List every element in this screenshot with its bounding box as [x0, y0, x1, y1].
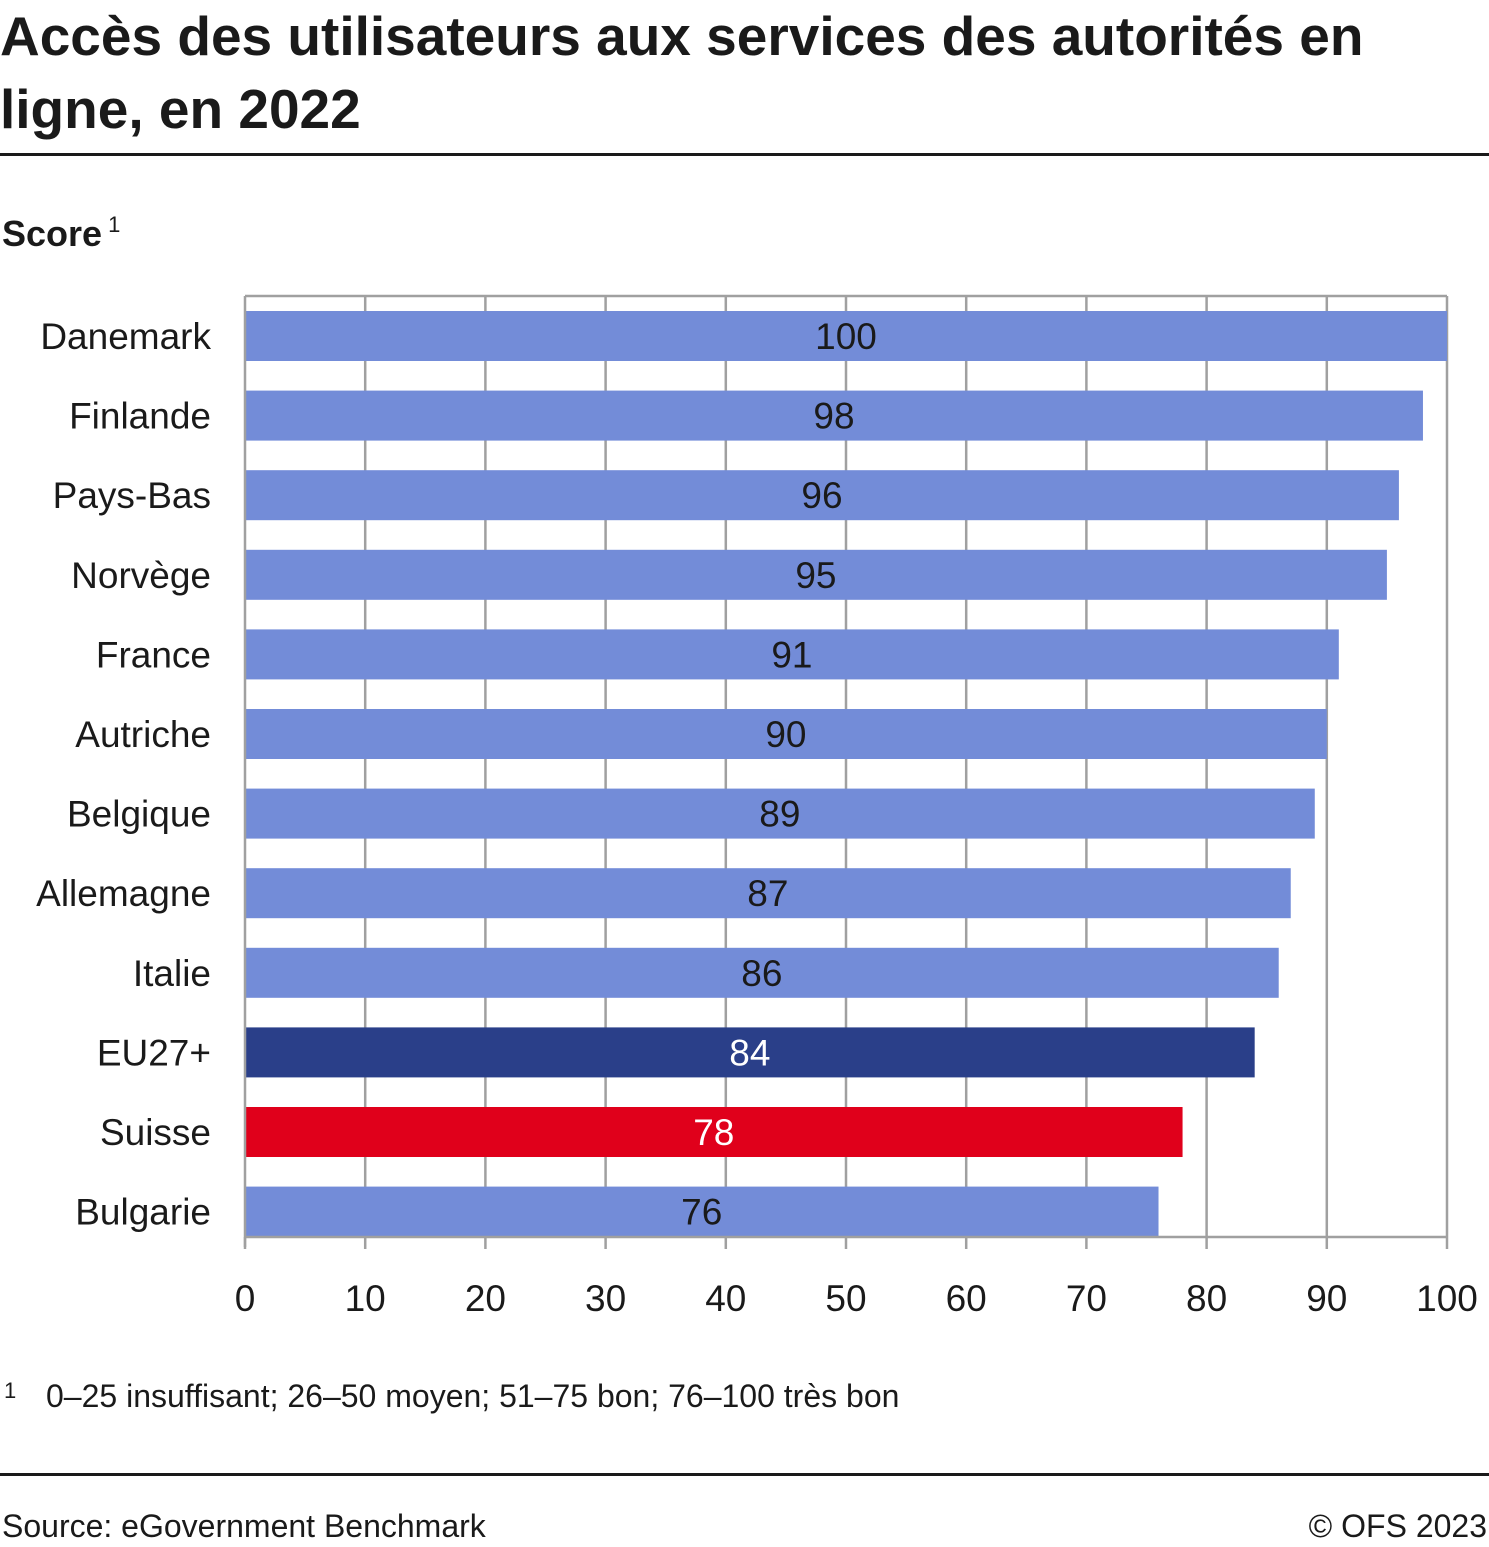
bar-value-label: 89	[759, 794, 800, 835]
bar-value-label: 98	[813, 396, 854, 437]
source-text: Source: eGovernment Benchmark	[2, 1508, 486, 1544]
bar	[245, 470, 1399, 521]
bar-value-label: 76	[681, 1192, 722, 1233]
bar-value-label: 95	[795, 555, 836, 596]
x-tick-label: 60	[946, 1278, 987, 1319]
bar	[245, 629, 1339, 680]
bar	[245, 709, 1327, 759]
bar	[245, 311, 1447, 361]
x-tick-label: 0	[235, 1278, 256, 1319]
category-label: EU27+	[97, 1032, 211, 1073]
category-label: Autriche	[75, 714, 211, 755]
bars	[245, 311, 1447, 1237]
score-label-text: Score	[2, 213, 103, 254]
grid-lines	[245, 294, 1449, 1237]
bar-value-label: 87	[747, 873, 788, 914]
category-label: Bulgarie	[75, 1192, 211, 1233]
bar-value-label: 86	[741, 953, 782, 994]
axes	[243, 296, 1449, 1249]
bar-value-label: 78	[693, 1112, 734, 1153]
x-tick-label: 40	[705, 1278, 746, 1319]
bar	[245, 1186, 1159, 1237]
axis-unit-label: Score 1	[2, 212, 120, 261]
bar	[245, 1107, 1183, 1157]
category-label: Danemark	[40, 316, 211, 357]
x-tick-label: 90	[1306, 1278, 1347, 1319]
chart-title: Accès des utilisateurs aux services des …	[0, 5, 1364, 140]
bar-value-label: 90	[765, 714, 806, 755]
bar	[245, 788, 1315, 839]
bar	[245, 390, 1423, 441]
x-tick-label: 20	[465, 1278, 506, 1319]
category-label: Norvège	[71, 555, 211, 596]
x-tick-label: 70	[1066, 1278, 1107, 1319]
bar-chart: 100Danemark98Finlande96Pays-Bas95Norvège…	[36, 294, 1478, 1319]
x-tick-label: 50	[825, 1278, 866, 1319]
category-label: Pays-Bas	[53, 475, 211, 516]
footnote-marker: 1	[4, 1378, 17, 1403]
category-label: Belgique	[67, 794, 211, 835]
x-tick-label: 80	[1186, 1278, 1227, 1319]
bar-value-label: 84	[729, 1032, 770, 1073]
bar-value-label: 91	[771, 634, 812, 675]
category-label: Italie	[133, 953, 211, 994]
bar	[245, 868, 1291, 919]
footnote-text: 0–25 insuffisant; 26–50 moyen; 51–75 bon…	[46, 1378, 900, 1414]
category-label: Finlande	[69, 396, 211, 437]
category-label: Suisse	[100, 1112, 211, 1153]
labels: 100Danemark98Finlande96Pays-Bas95Norvège…	[36, 316, 1478, 1319]
bar-value-label: 100	[815, 316, 877, 357]
x-tick-label: 10	[345, 1278, 386, 1319]
x-tick-label: 100	[1416, 1278, 1478, 1319]
footer-divider	[0, 1473, 1489, 1476]
title-divider	[0, 153, 1489, 156]
bar	[245, 1027, 1255, 1078]
bar	[245, 549, 1387, 600]
bar	[245, 947, 1279, 998]
score-footnote-marker: 1	[108, 212, 121, 237]
x-tick-label: 30	[585, 1278, 626, 1319]
bar-value-label: 96	[801, 475, 842, 516]
category-label: France	[96, 634, 211, 675]
category-label: Allemagne	[36, 873, 211, 914]
copyright-text: © OFS 2023	[1308, 1508, 1487, 1544]
